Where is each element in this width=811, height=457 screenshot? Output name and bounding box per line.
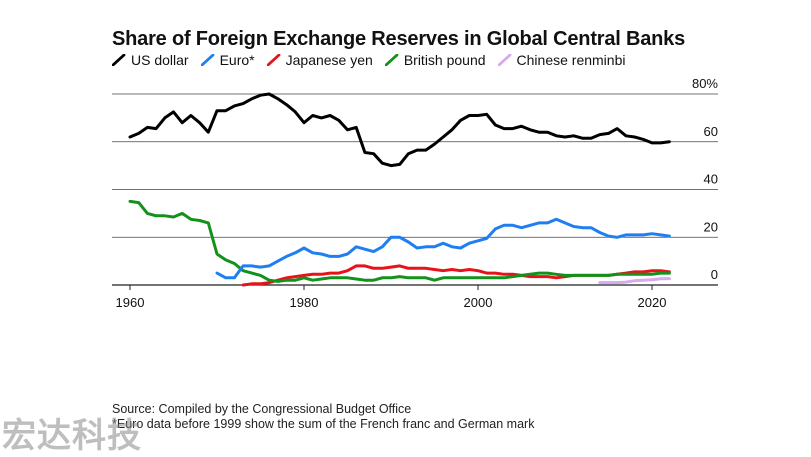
legend-label-jpy: Japanese yen <box>285 52 373 68</box>
legend-swatch-eur <box>200 54 214 66</box>
x-tick-label-2000: 2000 <box>464 295 493 310</box>
series-line-us-dollar <box>128 92 671 168</box>
legend-swatch-jpy <box>266 54 281 66</box>
y-axis-labels: 0 20 40 60 80% <box>692 76 718 282</box>
x-tick-label-1980: 1980 <box>290 295 319 310</box>
legend-item-usd: US dollar <box>112 52 189 68</box>
y-tick-label-0: 0 <box>711 267 718 282</box>
y-tick-label-40: 40 <box>704 172 718 187</box>
legend-item-jpy: Japanese yen <box>266 52 373 68</box>
y-tick-label-20: 20 <box>704 219 718 234</box>
series-line-chinese-renminbi <box>598 277 671 285</box>
chart-title: Share of Foreign Exchange Reserves in Gl… <box>112 28 686 50</box>
legend-swatch-gbp <box>384 54 399 66</box>
legend-label-usd: US dollar <box>131 52 189 68</box>
y-tick-label-80: 80% <box>692 76 718 91</box>
legend-item-gbp: British pound <box>384 52 486 68</box>
series-line-british-pound <box>128 199 671 283</box>
x-axis-labels: 1960 1980 2000 2020 <box>116 285 667 310</box>
legend: US dollar Euro* Japanese yen British pou… <box>112 52 625 68</box>
y-tick-label-60: 60 <box>704 124 718 139</box>
x-tick-label-1960: 1960 <box>116 295 145 310</box>
x-tick-label-2020: 2020 <box>638 295 667 310</box>
legend-label-gbp: British pound <box>403 52 486 68</box>
gridlines <box>112 93 718 286</box>
watermark-logo: 宏达科技 <box>2 417 142 455</box>
legend-item-eur: Euro* <box>200 52 255 68</box>
legend-swatch-usd <box>112 54 126 66</box>
series-line-euro <box>215 217 671 280</box>
euro-footnote: *Euro data before 1999 show the sum of t… <box>112 417 535 431</box>
legend-label-cny: Chinese renminbi <box>516 52 626 68</box>
footer: Source: Compiled by the Congressional Bu… <box>112 402 534 432</box>
series-lines <box>128 92 671 287</box>
legend-label-eur: Euro* <box>219 52 255 68</box>
legend-item-cny: Chinese renminbi <box>497 52 626 68</box>
legend-swatch-cny <box>497 54 511 66</box>
line-chart: 0 20 40 60 80% 1960 1980 2000 2020 <box>112 76 718 310</box>
source-note: Source: Compiled by the Congressional Bu… <box>112 402 412 416</box>
